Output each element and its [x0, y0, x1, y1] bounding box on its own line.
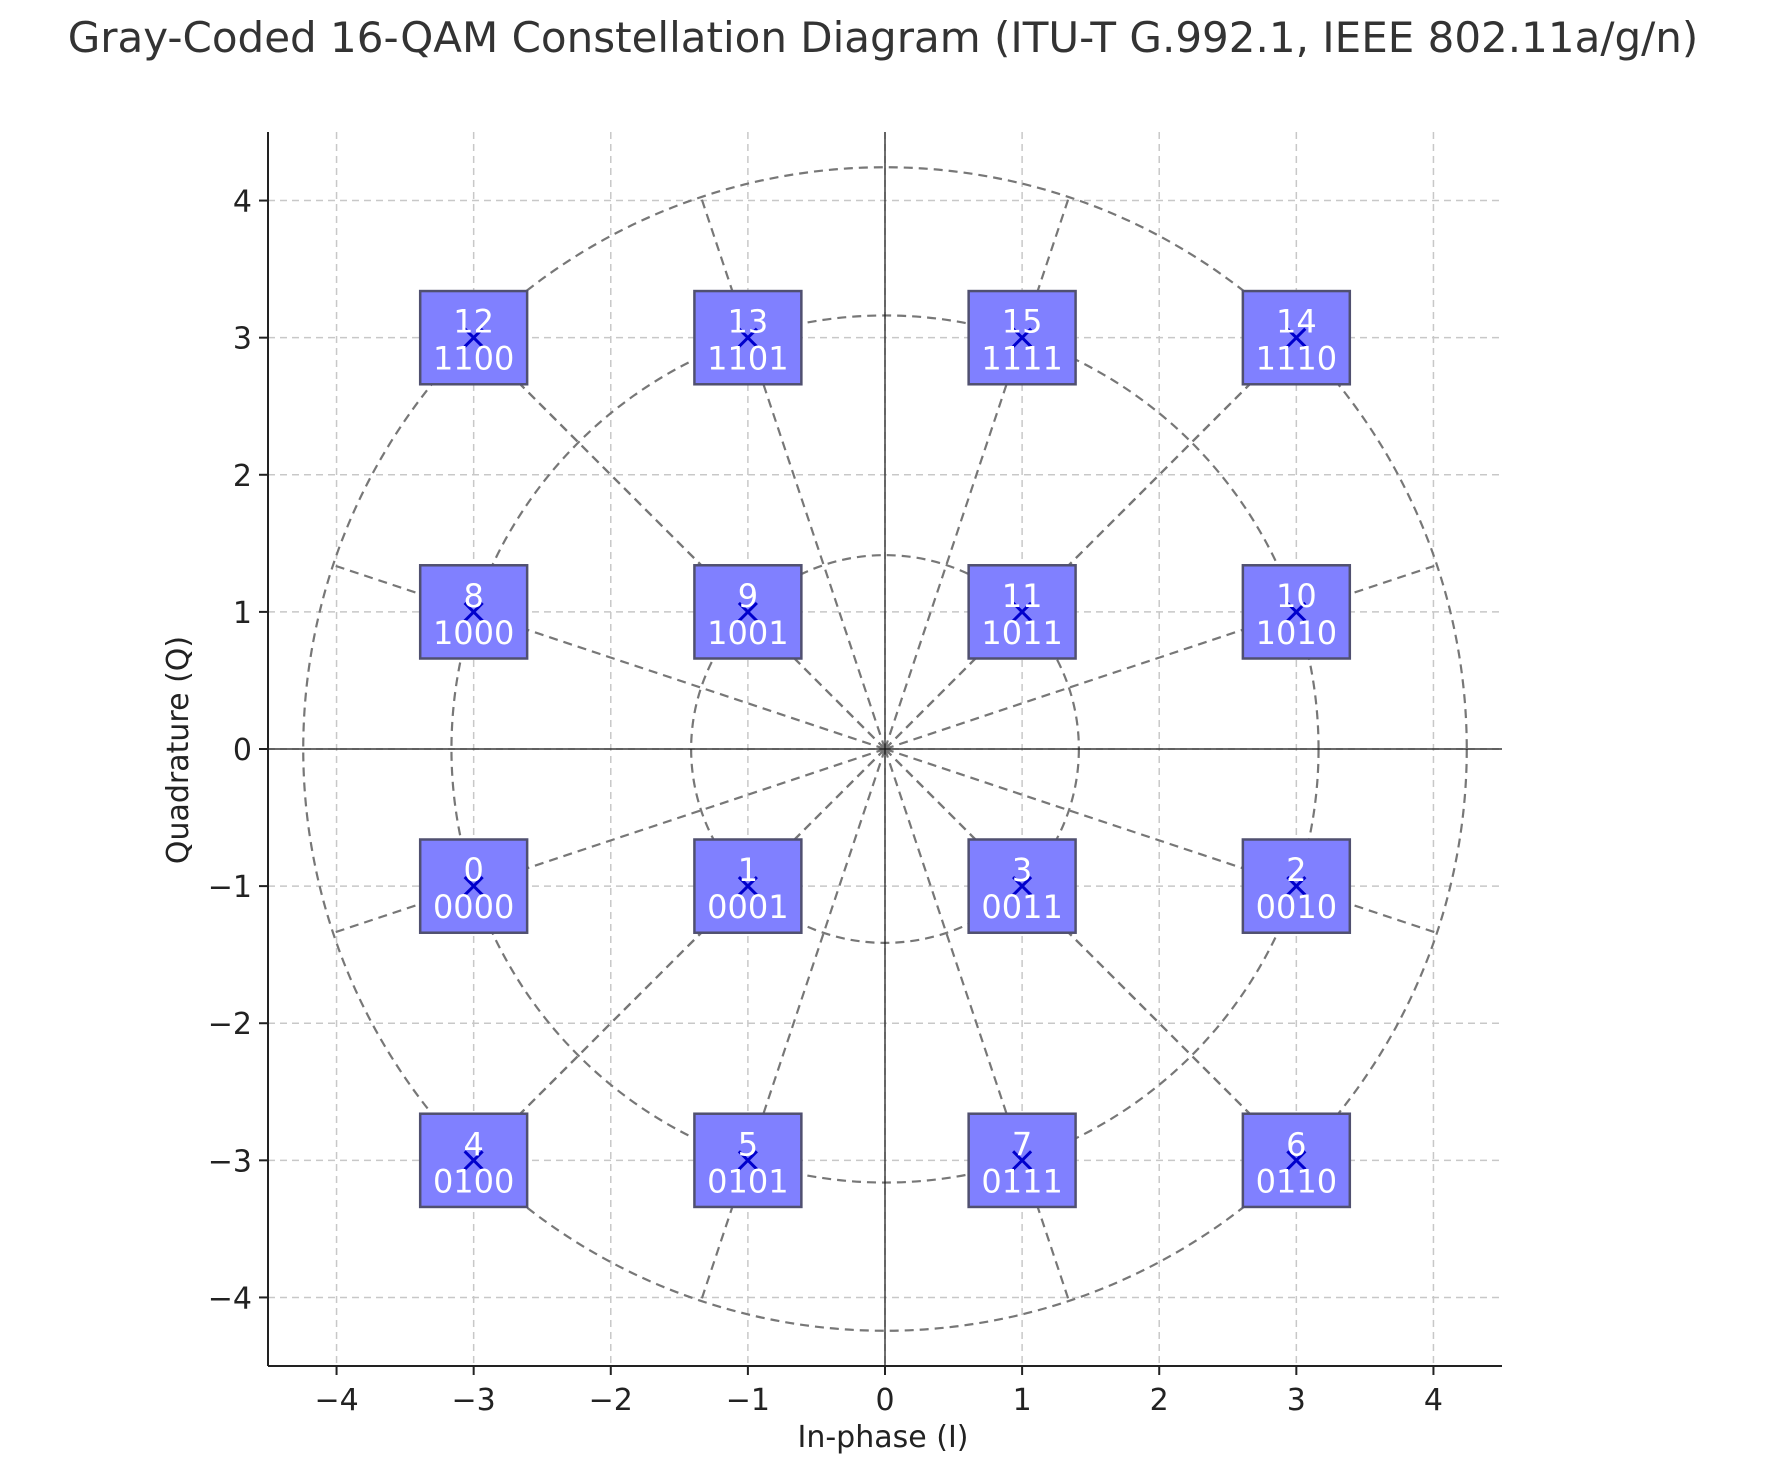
symbol-index-label: 6: [1286, 1125, 1306, 1163]
bit-pattern-label: 1011: [981, 614, 1062, 652]
radial-guide-line: [699, 748, 887, 1302]
y-tick-label: 2: [233, 459, 252, 494]
point-marker: [737, 601, 758, 622]
symbol-index-label: 7: [1012, 1125, 1032, 1163]
y-tick-label: 1: [233, 596, 252, 631]
point-marker: [1286, 327, 1307, 348]
point-marker: [1012, 1150, 1033, 1171]
bit-pattern-label: 0100: [433, 1162, 514, 1200]
symbol-index-label: 0: [463, 851, 483, 889]
bit-pattern-label: 0000: [433, 888, 514, 926]
point-label-box: [693, 838, 803, 934]
point-marker: [1012, 327, 1033, 348]
constellation-points: 0000010001200103001140100501016011070111…: [418, 289, 1352, 1209]
y-tick-label: 4: [233, 185, 252, 220]
symbol-index-label: 1: [738, 851, 758, 889]
radial-guide-line: [472, 336, 886, 750]
radial-guide-line: [699, 196, 887, 750]
bit-pattern-label: 1111: [981, 340, 1062, 378]
radial-guide-line: [883, 196, 1071, 750]
bit-pattern-label: 1001: [707, 614, 788, 652]
chart-title: Gray-Coded 16-QAM Constellation Diagram …: [68, 13, 1699, 62]
symbol-index-label: 5: [738, 1125, 758, 1163]
y-tick-label: −1: [208, 870, 252, 905]
x-tick-label: −2: [589, 1383, 633, 1418]
bit-pattern-label: 0111: [981, 1162, 1062, 1200]
radial-guide-line: [884, 336, 1298, 750]
point-marker: [1286, 876, 1307, 897]
bit-pattern-label: 0101: [707, 1162, 788, 1200]
symbol-index-label: 13: [728, 303, 769, 341]
bit-pattern-label: 1000: [433, 614, 514, 652]
x-tick-label: −1: [726, 1383, 770, 1418]
symbol-index-label: 14: [1276, 303, 1317, 341]
bit-pattern-label: 1101: [707, 340, 788, 378]
point-marker: [737, 327, 758, 348]
y-tick-label: 3: [233, 322, 252, 357]
symbol-index-label: 10: [1276, 577, 1317, 615]
x-tick-label: 1: [1013, 1383, 1032, 1418]
point-marker: [463, 1150, 484, 1171]
y-tick-label: −2: [208, 1007, 252, 1042]
bit-pattern-label: 0010: [1256, 888, 1337, 926]
radial-guide-line: [884, 748, 1298, 1162]
symbol-index-label: 9: [738, 577, 758, 615]
symbol-index-label: 12: [453, 303, 494, 341]
symbol-index-label: 15: [1002, 303, 1043, 341]
radial-guide-line: [472, 748, 886, 1162]
point-label-box: [967, 289, 1077, 386]
symbol-index-label: 8: [463, 577, 483, 615]
x-axis-label: In-phase (I): [797, 1420, 968, 1455]
point-marker: [1286, 1150, 1307, 1171]
y-tick-label: 0: [233, 733, 252, 768]
y-axis-label: Quadrature (Q): [161, 636, 196, 864]
bit-pattern-label: 1010: [1256, 614, 1337, 652]
x-tick-label: 4: [1424, 1383, 1443, 1418]
bit-pattern-label: 0011: [981, 888, 1062, 926]
bit-pattern-label: 0110: [1256, 1162, 1337, 1200]
x-tick-label: 0: [875, 1383, 894, 1418]
bit-pattern-label: 1110: [1256, 340, 1337, 378]
bit-pattern-label: 0001: [707, 888, 788, 926]
point-marker: [463, 327, 484, 348]
symbol-index-label: 11: [1002, 577, 1043, 615]
x-tick-label: −4: [314, 1383, 358, 1418]
radial-guide-line: [883, 748, 1071, 1302]
symbol-index-label: 2: [1286, 851, 1306, 889]
x-tick-label: −3: [452, 1383, 496, 1418]
y-tick-label: −3: [208, 1144, 252, 1179]
x-tick-label: 2: [1150, 1383, 1169, 1418]
point-marker: [737, 876, 758, 897]
point-marker: [1012, 876, 1033, 897]
point-marker: [1286, 601, 1307, 622]
point-marker: [463, 876, 484, 897]
point-marker: [737, 1150, 758, 1171]
point-marker: [463, 601, 484, 622]
symbol-index-label: 3: [1012, 851, 1032, 889]
symbol-index-label: 4: [463, 1125, 483, 1163]
y-tick-label: −4: [208, 1281, 252, 1316]
zero-axes: [268, 132, 1502, 1366]
point-marker: [1012, 601, 1033, 622]
bit-pattern-label: 1100: [433, 340, 514, 378]
x-tick-label: 3: [1287, 1383, 1306, 1418]
